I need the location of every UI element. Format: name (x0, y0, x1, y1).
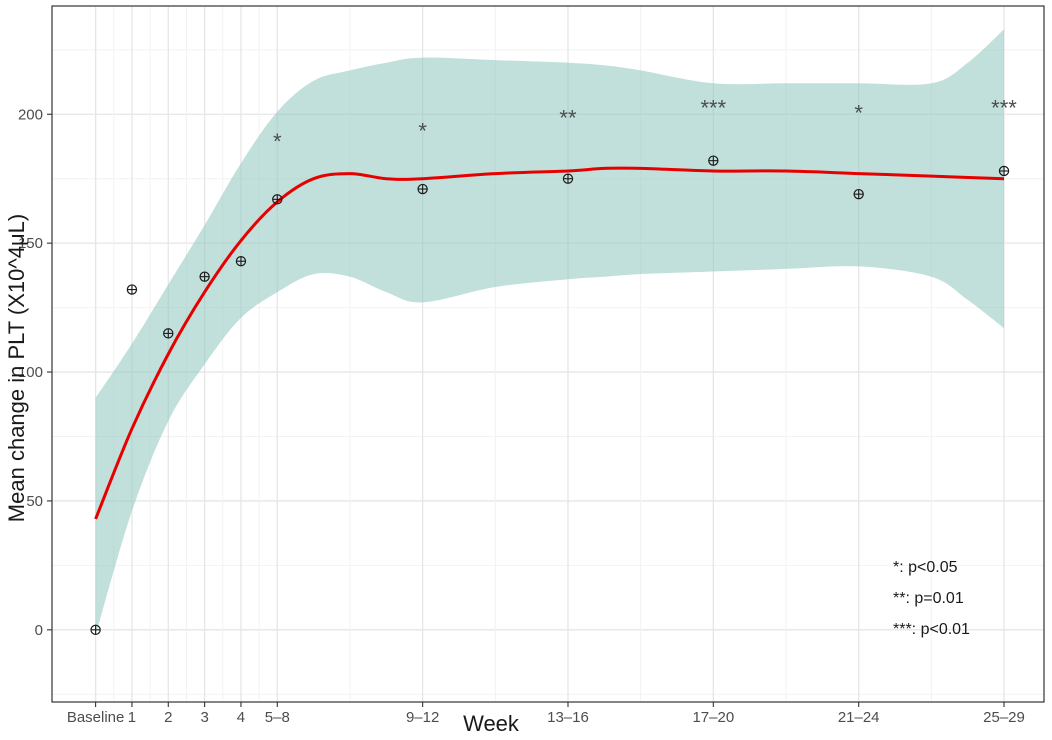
y-tick-label: 100 (18, 364, 43, 381)
y-tick-label: 50 (26, 493, 43, 510)
significance-marker: * (854, 101, 863, 126)
y-tick-label: 200 (18, 106, 43, 123)
plot-panel-border (51, 5, 1045, 703)
significance-marker: * (418, 119, 427, 144)
smooth-line-layer (94, 166, 1005, 520)
x-tick-label: 13–16 (547, 709, 589, 726)
x-tick-label: 5–8 (265, 709, 290, 726)
data-point (163, 328, 174, 339)
data-point (417, 183, 428, 195)
y-tick-label: 0 (35, 622, 43, 639)
x-tick-label: Baseline (67, 709, 125, 726)
significance-legend-line: ***: p<0.01 (893, 621, 970, 638)
significance-legend: *: p<0.05 **: p=0.01 ***: p<0.01 (893, 559, 970, 638)
data-point (853, 188, 864, 200)
data-point (235, 256, 247, 267)
x-tick-label: 21–24 (838, 709, 880, 726)
y-axis-label: Mean change in PLT (X10^4μL) (4, 214, 29, 522)
x-axis-ticks: Baseline 1 2 3 4 5–8 9–12 13–16 17–20 21–24 25–29 (67, 702, 1025, 726)
x-tick-label: 17–20 (692, 709, 734, 726)
data-point (562, 173, 574, 184)
data-point (126, 284, 138, 295)
smooth-trend-line (94, 166, 1005, 520)
significance-marker: *** (700, 95, 726, 120)
data-point (708, 155, 719, 166)
y-axis-ticks: 0 50 100 150 200 (18, 106, 52, 639)
significance-marker: * (273, 129, 282, 154)
significance-marker: *** (991, 95, 1017, 120)
confidence-band-layer (95, 29, 1005, 635)
x-axis-label: Week (463, 711, 520, 735)
y-tick-label: 150 (18, 235, 43, 252)
x-tick-label: 3 (200, 709, 208, 726)
significance-legend-line: *: p<0.05 (893, 559, 958, 576)
x-tick-label: 25–29 (983, 709, 1025, 726)
significance-legend-line: **: p=0.01 (893, 590, 964, 607)
x-tick-label: 1 (128, 709, 136, 726)
significance-markers-layer: * *** *** * *** (273, 95, 1017, 154)
x-tick-label: 4 (237, 709, 245, 726)
data-point (998, 165, 1010, 177)
x-tick-label: 2 (164, 709, 172, 726)
significance-marker: ** (559, 106, 577, 131)
confidence-band (95, 29, 1005, 635)
data-point (272, 194, 283, 205)
data-points-layer (90, 155, 1010, 636)
x-tick-label: 9–12 (406, 709, 439, 726)
data-point (90, 624, 101, 636)
data-point (199, 271, 210, 282)
